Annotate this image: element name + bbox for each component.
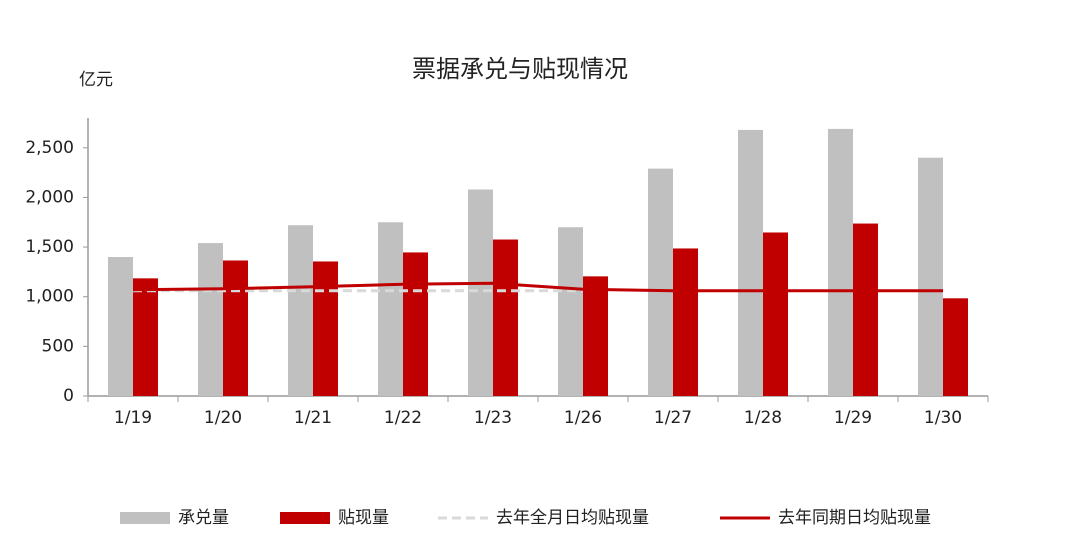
y-tick-label: 500 [42, 336, 74, 356]
bar [648, 168, 673, 396]
y-axis-unit: 亿元 [79, 70, 113, 90]
bar [558, 227, 583, 396]
legend-swatch [280, 512, 330, 524]
y-tick-label: 2,500 [25, 138, 74, 158]
x-tick-label: 1/22 [384, 408, 422, 428]
bar [378, 222, 403, 396]
line [132, 281, 943, 293]
x-tick-label: 1/28 [744, 408, 782, 428]
bar [313, 261, 338, 396]
y-tick-label: 2,000 [25, 187, 74, 207]
x-tick-label: 1/19 [114, 408, 152, 428]
bar [198, 243, 223, 396]
bar [108, 257, 133, 396]
bar [738, 129, 763, 396]
bar [223, 260, 248, 396]
y-tick-label: 0 [63, 386, 74, 406]
x-tick-label: 1/30 [924, 408, 962, 428]
legend-label: 承兑量 [178, 508, 229, 528]
bar [918, 157, 943, 396]
bar [583, 276, 608, 396]
x-tick-label: 1/21 [294, 408, 332, 428]
x-tick-label: 1/27 [654, 408, 692, 428]
x-tick-label: 1/26 [564, 408, 602, 428]
legend-label: 去年同期日均贴现量 [778, 508, 931, 528]
legend-label: 去年全月日均贴现量 [496, 508, 649, 528]
bar [828, 128, 853, 396]
x-tick-label: 1/20 [204, 408, 242, 428]
y-tick-label: 1,000 [25, 287, 74, 307]
bar [403, 252, 428, 396]
bar [763, 232, 788, 396]
chart-title: 票据承兑与贴现情况 [412, 55, 628, 83]
bar [468, 189, 493, 396]
x-tick-label: 1/29 [834, 408, 872, 428]
y-tick-label: 1,500 [25, 237, 74, 257]
bar [288, 225, 313, 396]
legend-swatch [120, 512, 170, 524]
x-tick-label: 1/23 [474, 408, 512, 428]
bar [853, 223, 878, 396]
legend-label: 贴现量 [338, 508, 389, 528]
bar [133, 278, 158, 396]
bar [673, 248, 698, 396]
bar [493, 239, 518, 396]
bar [943, 298, 968, 396]
